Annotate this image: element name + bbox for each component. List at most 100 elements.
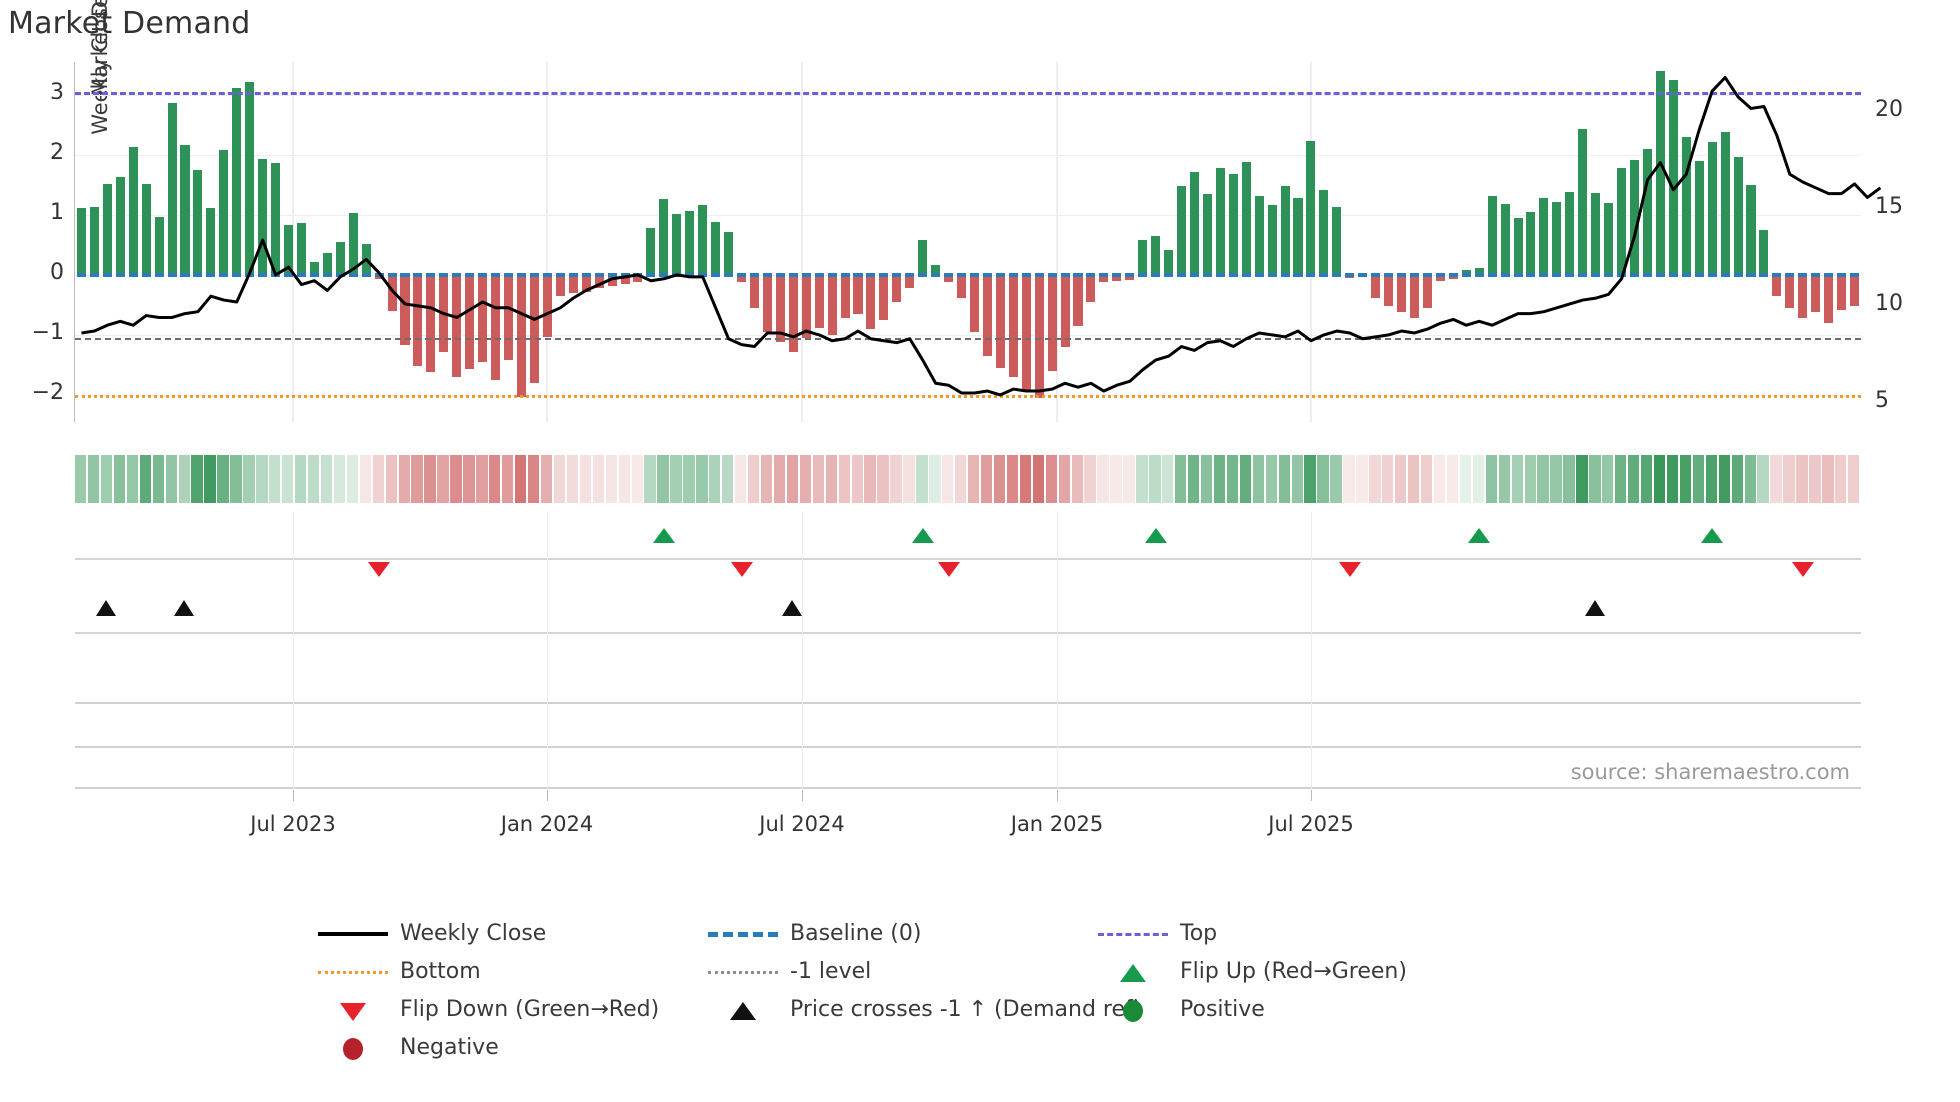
- baseline-segment: [788, 273, 798, 277]
- demand-bar: [1837, 275, 1847, 310]
- heat-cell: [1576, 455, 1588, 503]
- legend-item[interactable]: Baseline (0): [700, 920, 921, 946]
- heat-cell: [489, 455, 501, 503]
- heat-cell: [1084, 455, 1096, 503]
- legend-item[interactable]: Bottom: [310, 958, 481, 984]
- baseline-segment: [1177, 273, 1187, 277]
- heat-cell: [812, 455, 825, 503]
- baseline-segment: [542, 273, 552, 277]
- heat-cell: [618, 455, 630, 503]
- heat-cell: [152, 455, 164, 503]
- baseline-segment: [504, 273, 514, 277]
- baseline-segment: [1565, 273, 1575, 277]
- baseline-segment: [426, 273, 436, 277]
- heat-cell: [1291, 455, 1303, 503]
- baseline-segment: [607, 273, 617, 277]
- demand-bar: [374, 275, 384, 280]
- legend-item[interactable]: Weekly Close: [310, 920, 546, 946]
- heat-cell: [838, 455, 850, 503]
- price-cross-marker: [174, 600, 194, 616]
- heat-cell: [1783, 455, 1795, 503]
- demand-bar: [1617, 168, 1627, 275]
- baseline-segment: [944, 273, 954, 277]
- baseline-segment: [711, 273, 721, 277]
- demand-bar: [1578, 128, 1588, 275]
- heat-cell: [1058, 455, 1070, 503]
- demand-bar: [1565, 192, 1575, 275]
- gridline: [75, 95, 1861, 96]
- legend-item[interactable]: Price crosses -1 ↑ (Demand ref): [700, 996, 1141, 1022]
- demand-bar: [1746, 185, 1756, 275]
- demand-bar: [180, 144, 190, 275]
- demand-bar: [1668, 80, 1678, 275]
- demand-bar: [504, 275, 514, 361]
- baseline-segment: [516, 273, 527, 277]
- legend-item[interactable]: Negative: [310, 1034, 499, 1060]
- legend-label: Flip Up (Red→Green): [1180, 958, 1407, 984]
- demand-bar: [1215, 168, 1225, 275]
- heat-cell: [1265, 455, 1277, 503]
- flip-up-marker: [1701, 528, 1724, 543]
- flip-up-marker: [911, 528, 934, 543]
- baseline-segment: [387, 273, 397, 277]
- heat-cell: [87, 455, 100, 503]
- baseline-segment: [1293, 273, 1303, 277]
- baseline-segment: [1189, 273, 1199, 277]
- flip-down-marker: [730, 562, 753, 577]
- legend-label: Flip Down (Green→Red): [400, 996, 660, 1022]
- demand-bar: [1125, 275, 1135, 280]
- baseline-segment: [1409, 273, 1420, 277]
- baseline-segment: [400, 273, 410, 277]
- legend-item[interactable]: Top: [1090, 920, 1217, 946]
- heat-cell: [295, 455, 307, 503]
- heat-cell: [1433, 455, 1446, 503]
- demand-bar: [1526, 212, 1536, 275]
- heat-cell: [1498, 455, 1510, 503]
- baseline-segment: [1448, 273, 1458, 277]
- baseline-segment: [1164, 273, 1174, 277]
- demand-bar: [1151, 236, 1161, 275]
- heat-cell: [1835, 455, 1847, 503]
- heat-cell: [1343, 455, 1355, 503]
- gridline: [75, 215, 1861, 216]
- demand-bar: [335, 242, 345, 275]
- legend-item[interactable]: -1 level: [700, 958, 871, 984]
- baseline-segment: [1008, 273, 1018, 277]
- legend-item[interactable]: Flip Down (Green→Red): [310, 996, 659, 1022]
- heat-cell: [1472, 455, 1485, 503]
- x-axis-guide: [1311, 512, 1312, 790]
- demand-bar: [1034, 275, 1044, 398]
- baseline-segment: [931, 273, 941, 277]
- gridline: [75, 155, 1861, 156]
- heat-cell: [1615, 455, 1627, 503]
- heat-cell: [1382, 455, 1394, 503]
- heat-cell: [1796, 455, 1808, 503]
- baseline-segment: [1202, 273, 1212, 277]
- demand-bar: [1655, 71, 1665, 275]
- x-axis-tick: [293, 789, 294, 801]
- demand-bar: [879, 275, 889, 320]
- baseline-segment: [193, 273, 203, 277]
- price-cross-row-axis: [75, 632, 1861, 634]
- baseline-segment: [1345, 273, 1355, 277]
- heat-cell: [942, 455, 954, 503]
- legend-item[interactable]: Positive: [1090, 996, 1265, 1022]
- baseline-segment: [698, 273, 708, 277]
- baseline-segment: [1798, 273, 1808, 277]
- heat-cell: [1485, 455, 1497, 503]
- legend-item[interactable]: Flip Up (Red→Green): [1090, 958, 1407, 984]
- marker-panel: [75, 512, 1861, 652]
- baseline-segment: [452, 273, 462, 277]
- baseline-segment: [1073, 273, 1083, 277]
- demand-bar: [1332, 206, 1342, 275]
- heat-cell: [1602, 455, 1614, 503]
- heat-cell: [1330, 455, 1342, 503]
- baseline-segment: [1319, 273, 1329, 277]
- baseline-segment: [1526, 273, 1536, 277]
- demand-bar: [1008, 275, 1018, 377]
- demand-bar: [892, 275, 902, 302]
- legend-label: Baseline (0): [790, 920, 922, 946]
- heat-cell: [1744, 455, 1756, 503]
- demand-bar: [1060, 275, 1070, 347]
